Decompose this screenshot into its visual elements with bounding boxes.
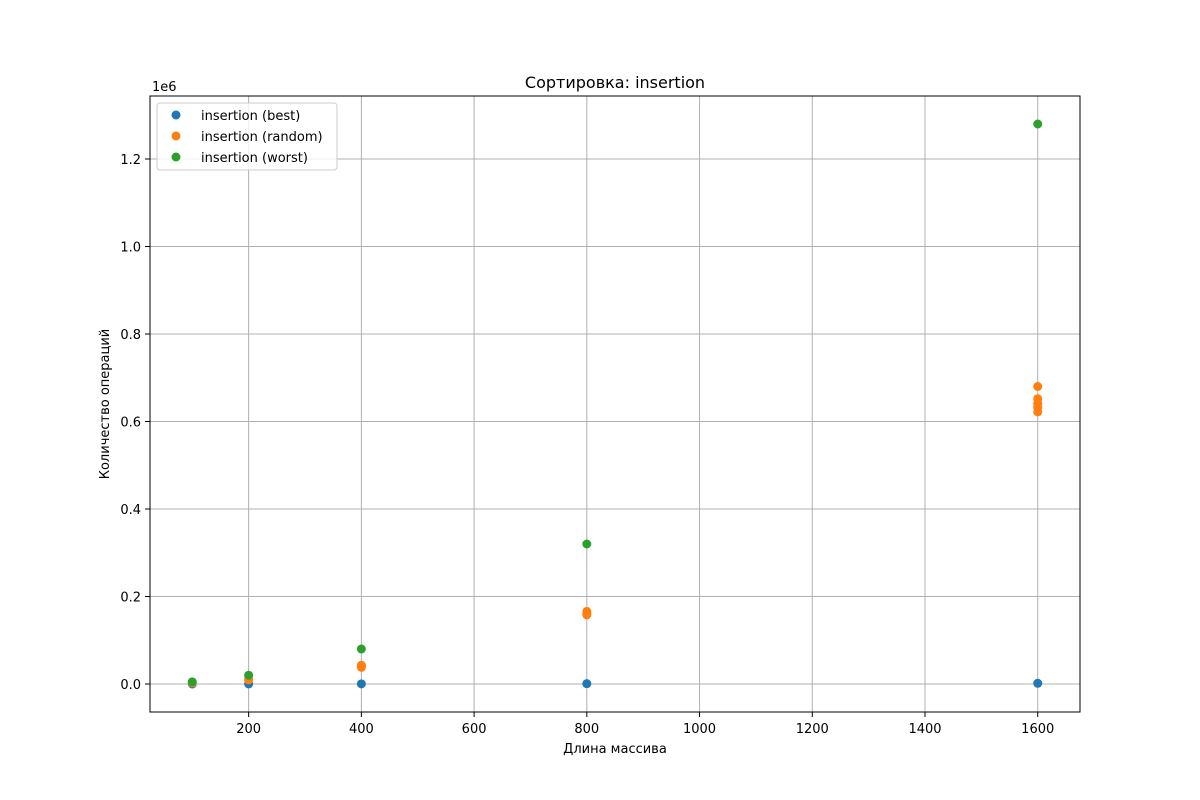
y-tick-label: 1.2	[120, 153, 141, 168]
data-point	[1033, 394, 1043, 404]
y-axis-label: Количество операций	[98, 329, 113, 480]
y-tick-label: 0.0	[120, 678, 141, 693]
data-point	[356, 644, 366, 654]
y-tick-label: 0.6	[120, 416, 141, 431]
x-tick-label: 200	[236, 722, 261, 737]
data-point	[244, 670, 254, 680]
x-axis-label: Длина массива	[563, 742, 667, 757]
x-tick-label: 1400	[908, 722, 941, 737]
y-tick-label: 1.0	[120, 241, 141, 256]
data-point	[1033, 678, 1043, 688]
legend-box	[156, 102, 338, 171]
y-tick-label: 0.4	[120, 503, 141, 518]
x-tick-label: 1000	[683, 722, 716, 737]
data-point	[582, 539, 592, 549]
legend: insertion (best) insertion (random) insert…	[156, 102, 338, 171]
legend-entry: insertion (worst)	[201, 151, 308, 166]
x-tick-label: 1600	[1021, 722, 1054, 737]
data-point	[1033, 119, 1043, 129]
x-tick-label: 800	[574, 722, 599, 737]
legend-entry: insertion (best)	[201, 109, 300, 124]
grid	[150, 96, 1080, 712]
series-2	[187, 119, 1043, 687]
y-axis-ticks: 0.0 0.2 0.4 0.6 0.8 1.0 1.2	[120, 153, 150, 693]
data-point	[187, 677, 197, 687]
data-point	[356, 679, 366, 689]
x-axis-ticks: 200 400 600 800 1000 1200 1400 1600	[236, 712, 1054, 737]
x-tick-label: 600	[462, 722, 487, 737]
y-tick-label: 0.2	[120, 591, 141, 606]
plot-frame	[149, 95, 1081, 713]
data-point	[582, 606, 592, 616]
legend-marker	[171, 152, 181, 162]
data-point	[356, 660, 366, 670]
legend-marker	[171, 110, 181, 120]
y-multiplier-label: 1e6	[152, 80, 177, 95]
y-tick-label: 0.8	[120, 328, 141, 343]
data-point	[582, 679, 592, 689]
chart-title: Сортировка: insertion	[525, 73, 705, 92]
x-tick-label: 1200	[796, 722, 829, 737]
x-tick-label: 400	[349, 722, 374, 737]
legend-entry: insertion (random)	[201, 130, 323, 145]
data-point	[1033, 382, 1043, 391]
legend-marker	[171, 131, 181, 141]
data-points	[187, 119, 1043, 689]
